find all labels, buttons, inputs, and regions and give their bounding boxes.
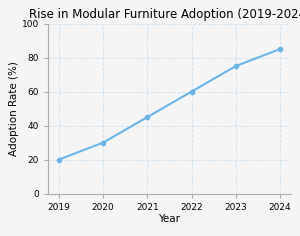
Title: Rise in Modular Furniture Adoption (2019-2024): Rise in Modular Furniture Adoption (2019… bbox=[28, 8, 300, 21]
X-axis label: Year: Year bbox=[158, 214, 181, 224]
Y-axis label: Adoption Rate (%): Adoption Rate (%) bbox=[9, 61, 19, 156]
